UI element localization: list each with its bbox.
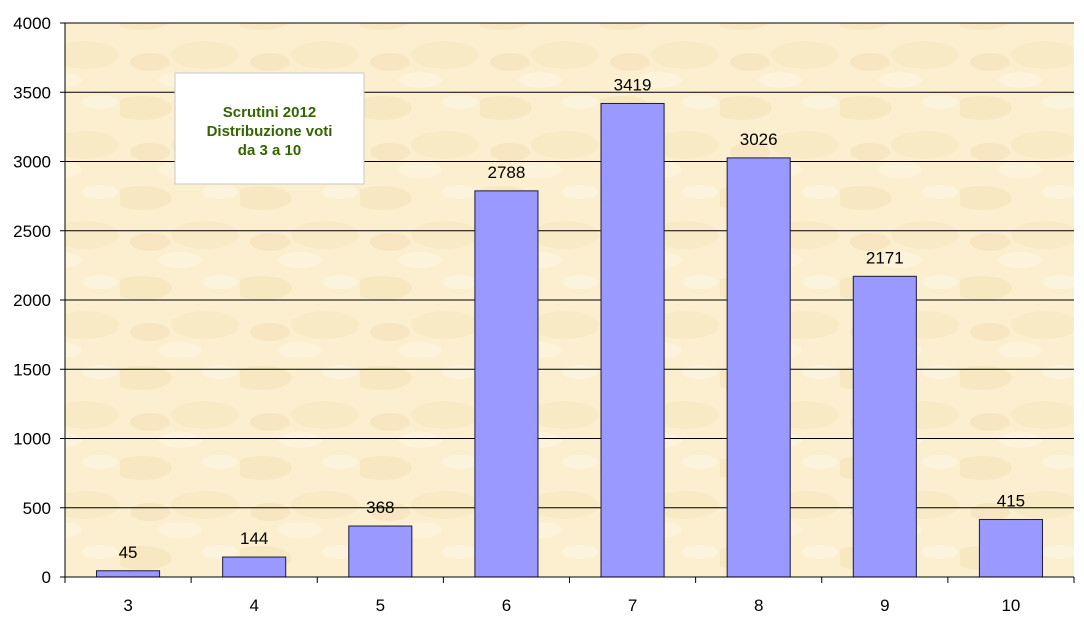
y-tick-label: 3500 [13, 83, 51, 102]
data-label-3: 45 [119, 543, 138, 562]
x-tick-label: 6 [502, 596, 511, 615]
x-tick-label: 3 [123, 596, 132, 615]
data-label-10: 415 [997, 492, 1025, 511]
data-labels: 45 144 368 2788 3419 3026 2171 415 [119, 75, 1026, 561]
data-label-8: 3026 [740, 130, 778, 149]
chart-title-line-2: Distribuzione voti [207, 123, 333, 140]
y-tick-label: 2000 [13, 291, 51, 310]
bar-6 [474, 190, 539, 578]
bar-8 [726, 157, 791, 578]
y-tick-label: 500 [23, 499, 51, 518]
chart-title-line-3: da 3 a 10 [238, 142, 301, 159]
data-label-4: 144 [240, 529, 268, 548]
chart-title-box: Scrutini 2012 Distribuzione voti da 3 a … [174, 72, 365, 185]
chart-title-line-1: Scrutini 2012 [223, 104, 316, 121]
gridlines [65, 22, 1074, 509]
data-label-7: 3419 [614, 75, 652, 94]
bar-9 [852, 275, 917, 578]
bar-10 [978, 519, 1043, 578]
x-tick-label: 4 [249, 596, 258, 615]
bar-7 [600, 102, 665, 578]
y-tick-label: 1500 [13, 360, 51, 379]
bar-5 [348, 525, 413, 578]
data-label-6: 2788 [488, 163, 526, 182]
x-tick-label: 9 [880, 596, 889, 615]
bar-4 [222, 556, 287, 578]
bar-3 [96, 570, 161, 578]
x-tick-label: 5 [376, 596, 385, 615]
data-label-5: 368 [366, 498, 394, 517]
y-tick-label: 4000 [13, 14, 51, 33]
x-tick-label: 8 [754, 596, 763, 615]
y-tick-label: 2500 [13, 222, 51, 241]
bars [96, 102, 1043, 578]
y-tick-label: 0 [42, 568, 51, 587]
y-tick-label: 1000 [13, 430, 51, 449]
x-tick-label: 7 [628, 596, 637, 615]
data-label-9: 2171 [866, 248, 904, 267]
y-tick-label: 3000 [13, 153, 51, 172]
x-tick-label: 10 [1001, 596, 1020, 615]
